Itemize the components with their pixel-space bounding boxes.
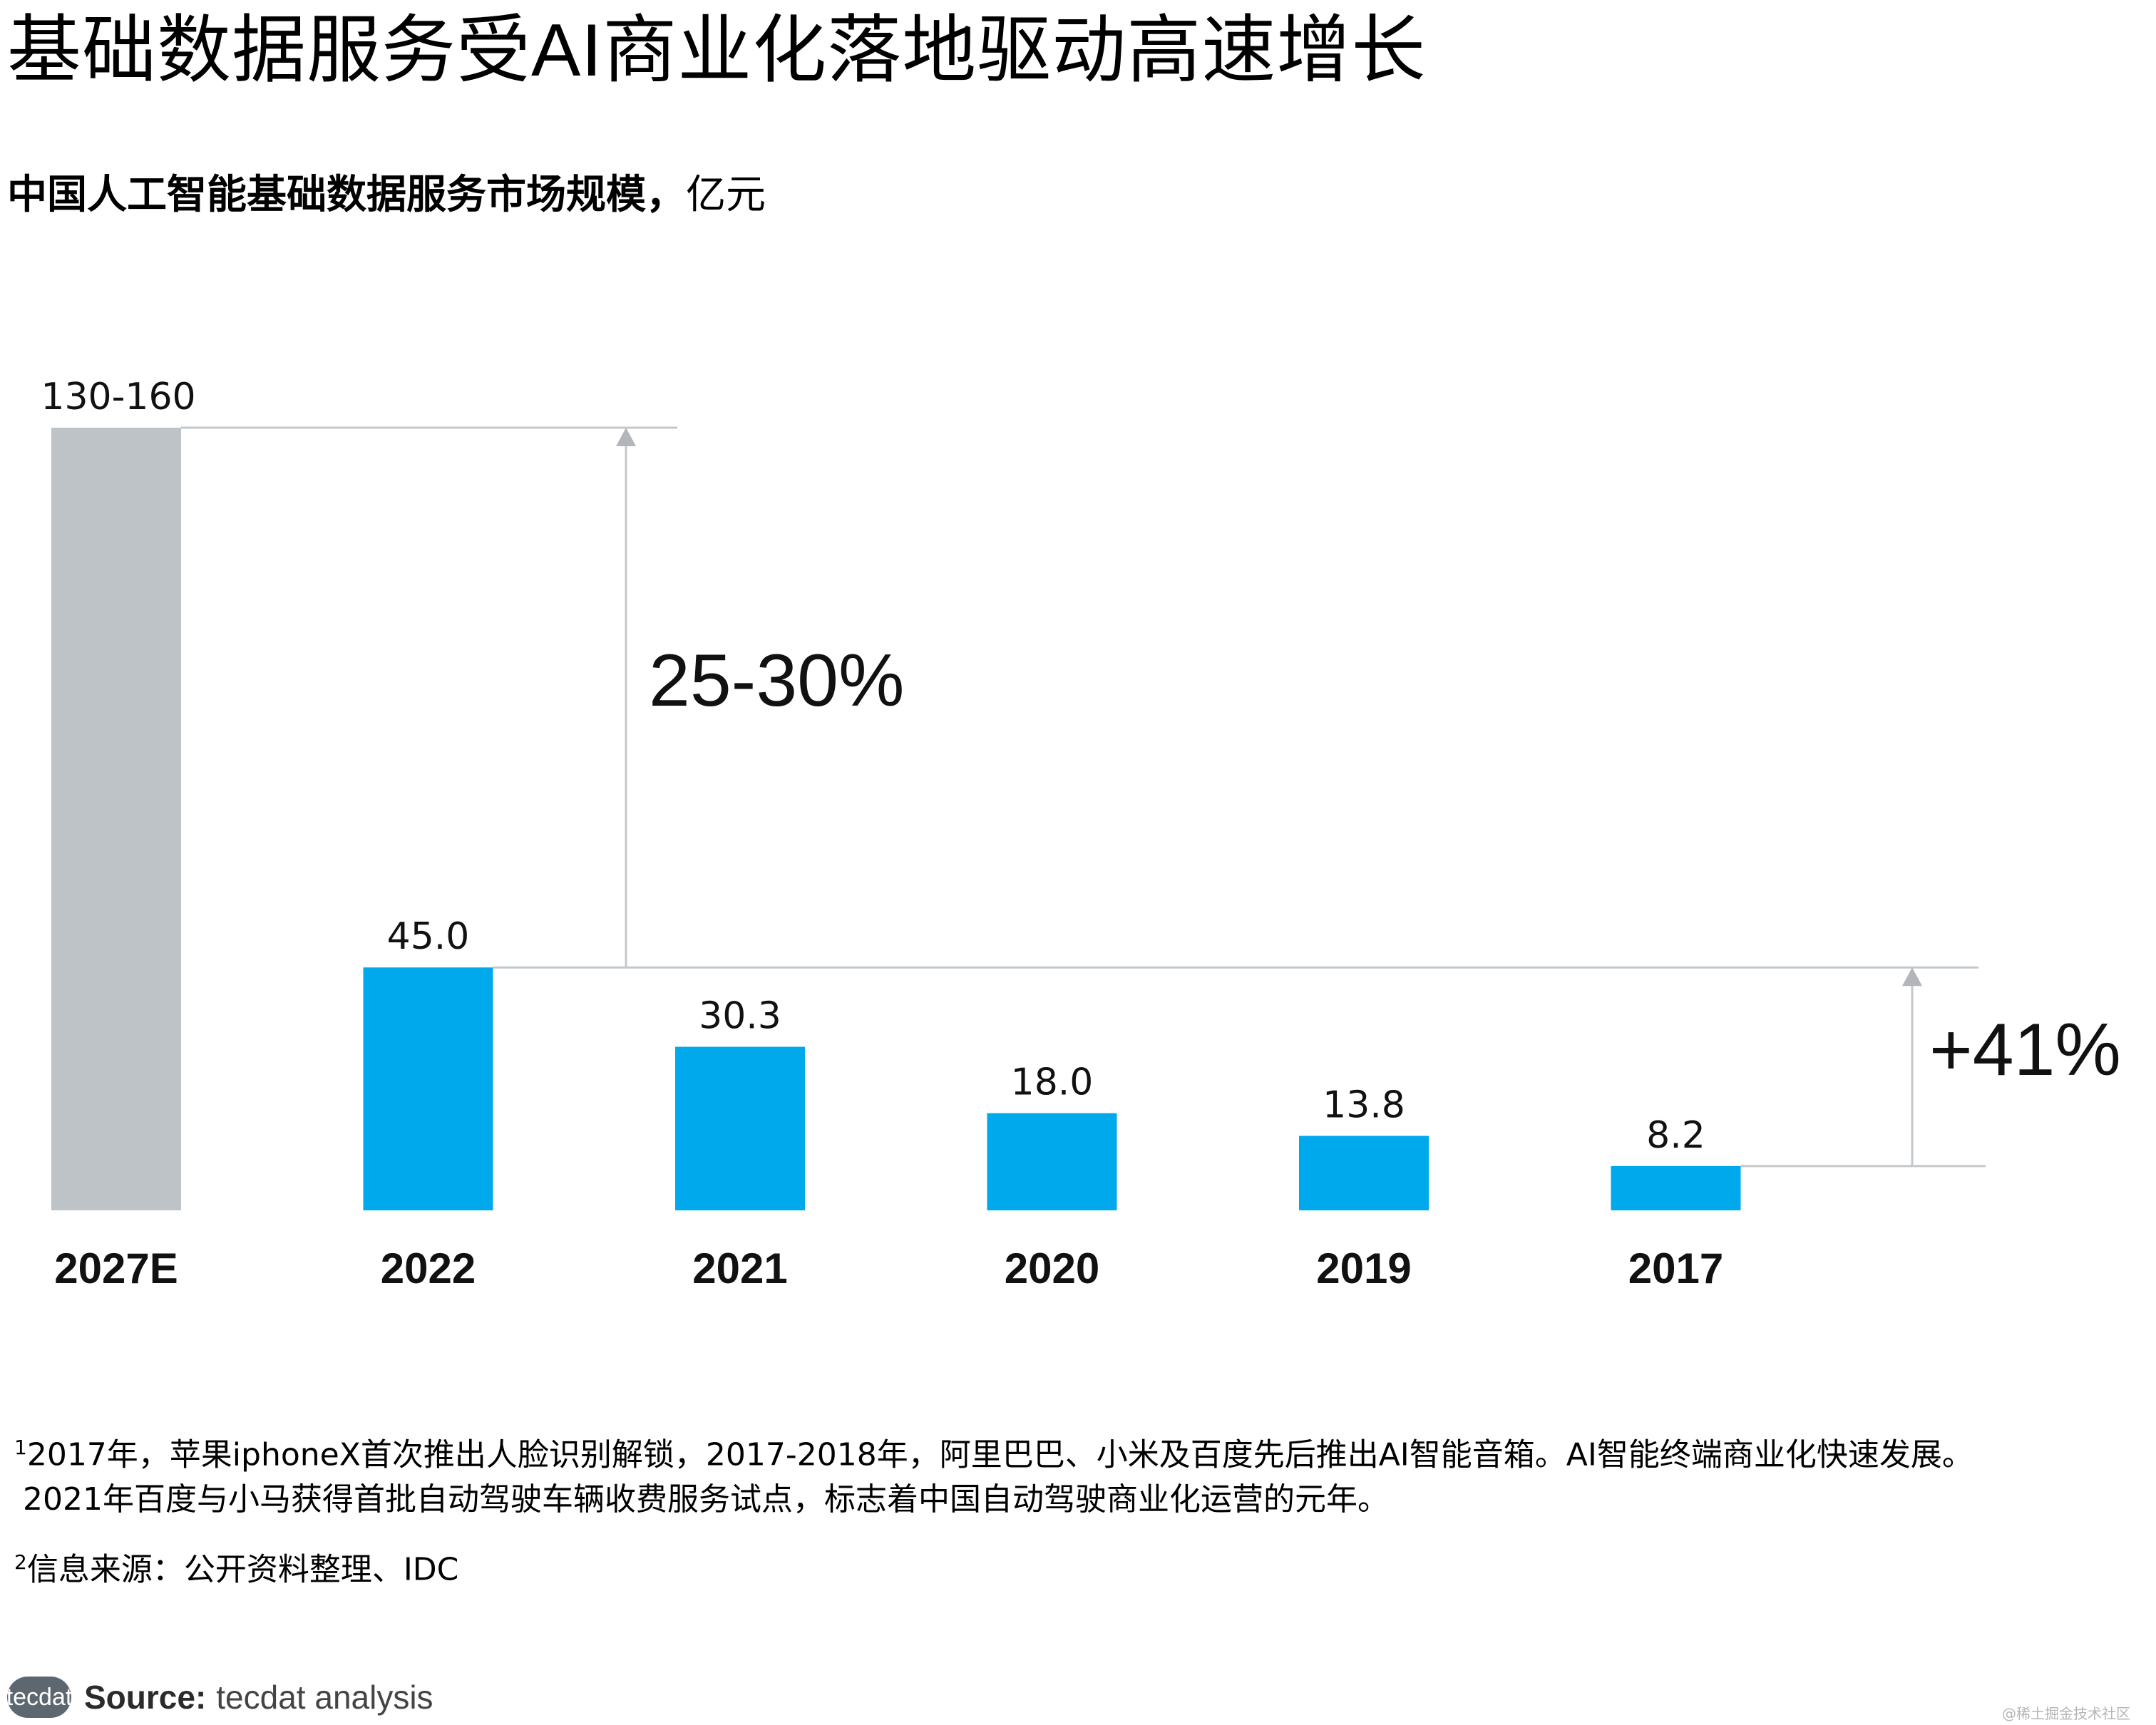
page-title: 基础数据服务受AI商业化落地驱动高速增长 — [7, 9, 1427, 92]
growth-arrow-2017-2022-head — [1902, 967, 1922, 987]
bar-2020 — [987, 1113, 1117, 1210]
bar-2019 — [1299, 1136, 1429, 1210]
footnote-2: 2信息来源：公开资料整理、IDC — [14, 1550, 459, 1588]
source-label: Source: — [84, 1679, 207, 1716]
value-label-2022: 45.0 — [387, 915, 470, 958]
growth-label-25-30: 25-30% — [649, 639, 904, 722]
subtitle-main: 中国人工智能基础数据服务市场规模， — [7, 172, 686, 218]
chart-subtitle: 中国人工智能基础数据服务市场规模，亿元 — [7, 163, 766, 220]
subtitle-unit: 亿元 — [686, 172, 766, 218]
tecdat-logo: tecdat — [6, 1677, 72, 1718]
value-label-2017: 8.2 — [1646, 1114, 1705, 1157]
value-label-2020: 18.0 — [1011, 1061, 1094, 1104]
source-line: tecdat Source: tecdat analysis — [6, 1677, 433, 1718]
category-label-2017: 2017 — [1628, 1245, 1723, 1292]
value-label-2019: 13.8 — [1323, 1084, 1405, 1127]
value-label-2027E: 130-160 — [41, 376, 195, 418]
bar-2027E — [51, 428, 181, 1210]
source-text: tecdat analysis — [216, 1679, 433, 1716]
category-label-2021: 2021 — [692, 1245, 787, 1292]
category-label-2027E: 2027E — [54, 1245, 178, 1292]
bar-2022 — [363, 967, 493, 1210]
footnote-1: 12017年，苹果iphoneX首次推出人脸识别解锁，2017-2018年，阿里… — [14, 1436, 1973, 1473]
bar-2017 — [1611, 1165, 1741, 1210]
category-label-2019: 2019 — [1316, 1245, 1411, 1292]
value-label-2021: 30.3 — [699, 995, 781, 1038]
category-label-2022: 2022 — [381, 1245, 476, 1292]
watermark: @稀土掘金技术社区 — [2002, 1705, 2130, 1722]
footnote-1-cont: 2021年百度与小马获得首批自动驾驶车辆收费服务试点，标志着中国自动驾驶商业化运… — [23, 1481, 1389, 1518]
category-label-2020: 2020 — [1005, 1245, 1099, 1292]
footnotes: 12017年，苹果iphoneX首次推出人脸识别解锁，2017-2018年，阿里… — [14, 1426, 1973, 1592]
bar-2021 — [675, 1046, 805, 1210]
bar-chart: 130-160 2027E 45.0 2022 30.3 2021 18.0 2020 13.8… — [41, 376, 2121, 1292]
growth-label-41: +41% — [1929, 1009, 2121, 1091]
growth-arrow-2022-2027E-head — [616, 428, 636, 446]
